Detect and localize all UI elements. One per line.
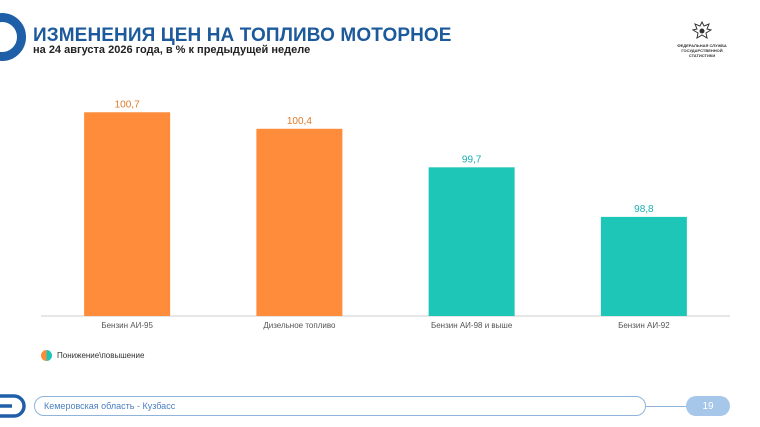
footer-region-label: Кемеровская область - Кузбасс [44,401,176,411]
bar-1 [84,112,171,317]
corner-ring-decoration [0,13,26,61]
bar-3 [428,167,515,316]
page-title: ИЗМЕНЕНИЯ ЦЕН НА ТОПЛИВО МОТОРНОЕ [33,25,452,46]
page-number: 19 [702,400,714,412]
data-label-4: 98,8 [634,204,654,215]
x-tick-label-3: Бензин АИ-98 и выше [431,321,513,330]
legend-label: Понижение\повышение [57,351,145,360]
rosstat-logo: ФЕДЕРАЛЬНАЯ СЛУЖБА ГОСУДАРСТВЕННОЙ СТАТИ… [671,20,733,58]
legend: Понижение\повышение [41,350,144,361]
legend-marker [41,350,52,361]
data-label-1: 100,7 [115,99,140,110]
x-tick-label-2: Дизельное топливо [263,321,336,330]
page-subtitle: на 24 августа 2026 года, в % к предыдуще… [33,44,311,56]
x-tick-label-1: Бензин АИ-95 [101,321,153,330]
logo-text: ФЕДЕРАЛЬНАЯ СЛУЖБА ГОСУДАРСТВЕННОЙ СТАТИ… [677,43,727,58]
footer-connector-line [646,406,688,407]
bar-4 [600,216,687,316]
page-number-badge: 19 [686,396,730,416]
footer-region-bar: Кемеровская область - Кузбасс [34,396,646,416]
footer-logo-icon [0,394,26,418]
bar-chart: 100,7 Бензин АИ-95 100,4 Дизельное топливо 9… [41,99,730,330]
data-label-2: 100,4 [287,116,312,127]
x-tick-label-4: Бензин АИ-92 [618,321,670,330]
eagle-emblem-icon [691,20,713,40]
data-label-3: 99,7 [462,154,482,165]
bar-2 [256,128,343,316]
